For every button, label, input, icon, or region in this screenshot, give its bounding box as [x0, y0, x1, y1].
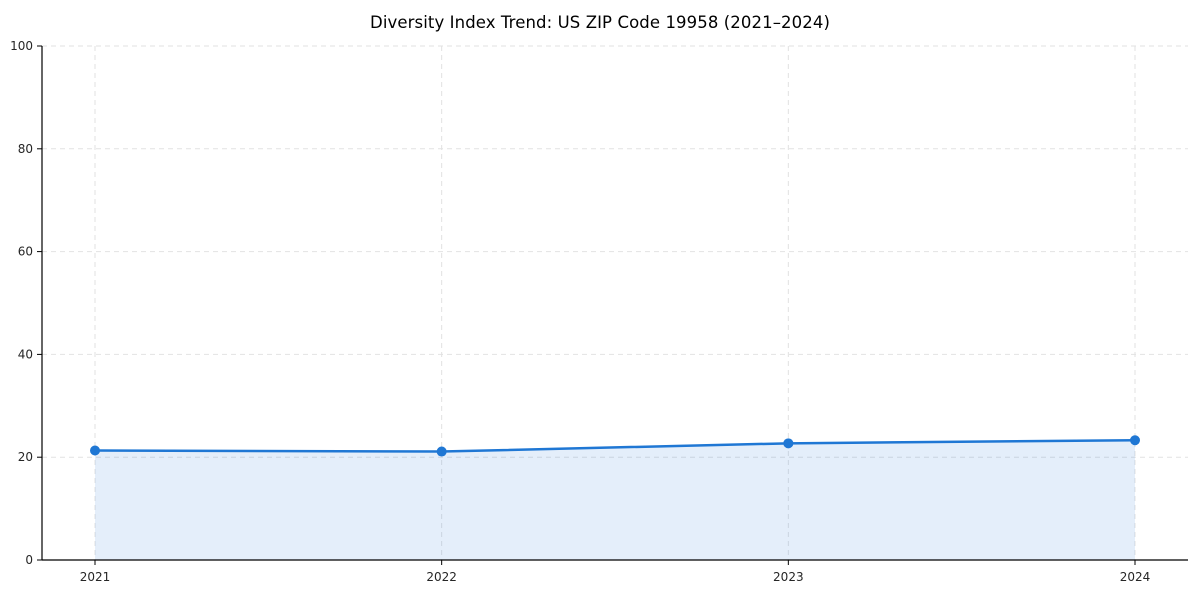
y-tick-label: 60	[18, 245, 33, 259]
y-tick-label: 40	[18, 347, 33, 361]
x-tick-label: 2024	[1120, 570, 1151, 584]
x-tick-label: 2021	[80, 570, 111, 584]
area-fill	[95, 440, 1135, 560]
x-tick-label: 2022	[426, 570, 457, 584]
x-tick-label: 2023	[773, 570, 804, 584]
y-tick-label: 80	[18, 142, 33, 156]
chart-title: Diversity Index Trend: US ZIP Code 19958…	[370, 13, 830, 32]
trend-line	[93, 438, 1137, 453]
data-point-2021	[90, 445, 100, 456]
y-tick-label: 100	[10, 39, 33, 53]
data-point-2022	[436, 446, 447, 457]
data-point-2023	[783, 438, 794, 449]
data-point-2024	[1130, 435, 1140, 446]
y-tick-label: 0	[25, 553, 33, 567]
y-tick-label: 20	[18, 450, 33, 464]
